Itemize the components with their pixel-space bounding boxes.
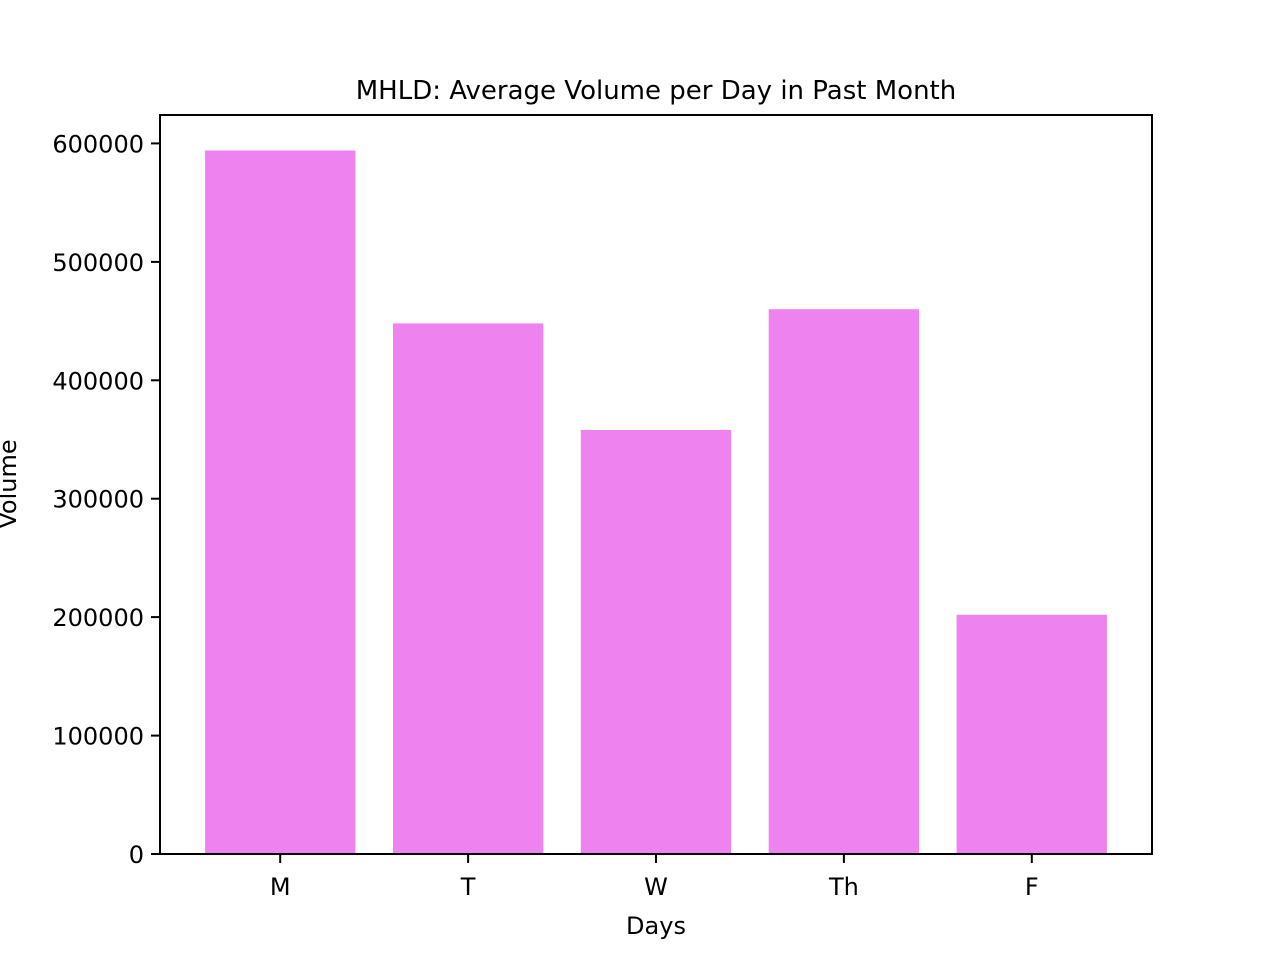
bar-t	[393, 323, 544, 854]
x-tick-label: M	[270, 873, 291, 901]
y-axis-label: Volume	[0, 439, 22, 528]
x-tick-label: F	[1025, 873, 1039, 901]
y-tick-label: 400000	[52, 367, 144, 395]
bar-m	[205, 150, 356, 854]
x-tick-label: Th	[828, 873, 859, 901]
y-tick-label: 100000	[52, 723, 144, 751]
x-tick-label: T	[460, 873, 476, 901]
bar-f	[956, 614, 1107, 854]
bar-w	[580, 430, 732, 854]
chart-title: MHLD: Average Volume per Day in Past Mon…	[356, 76, 956, 106]
bar-th	[768, 309, 919, 854]
y-tick-label: 500000	[52, 249, 144, 277]
x-tick-label: W	[644, 873, 668, 901]
y-tick-label: 300000	[52, 486, 144, 514]
y-axis-ticks: 0 100000 200000 300000 400000 500000 600000	[52, 130, 160, 869]
y-tick-label: 0	[129, 841, 144, 869]
x-axis-ticks: M T W Th F	[270, 854, 1039, 901]
y-tick-label: 600000	[52, 130, 144, 158]
bars-group	[205, 150, 1107, 854]
x-axis-label: Days	[626, 912, 686, 940]
y-tick-label: 200000	[52, 604, 144, 632]
